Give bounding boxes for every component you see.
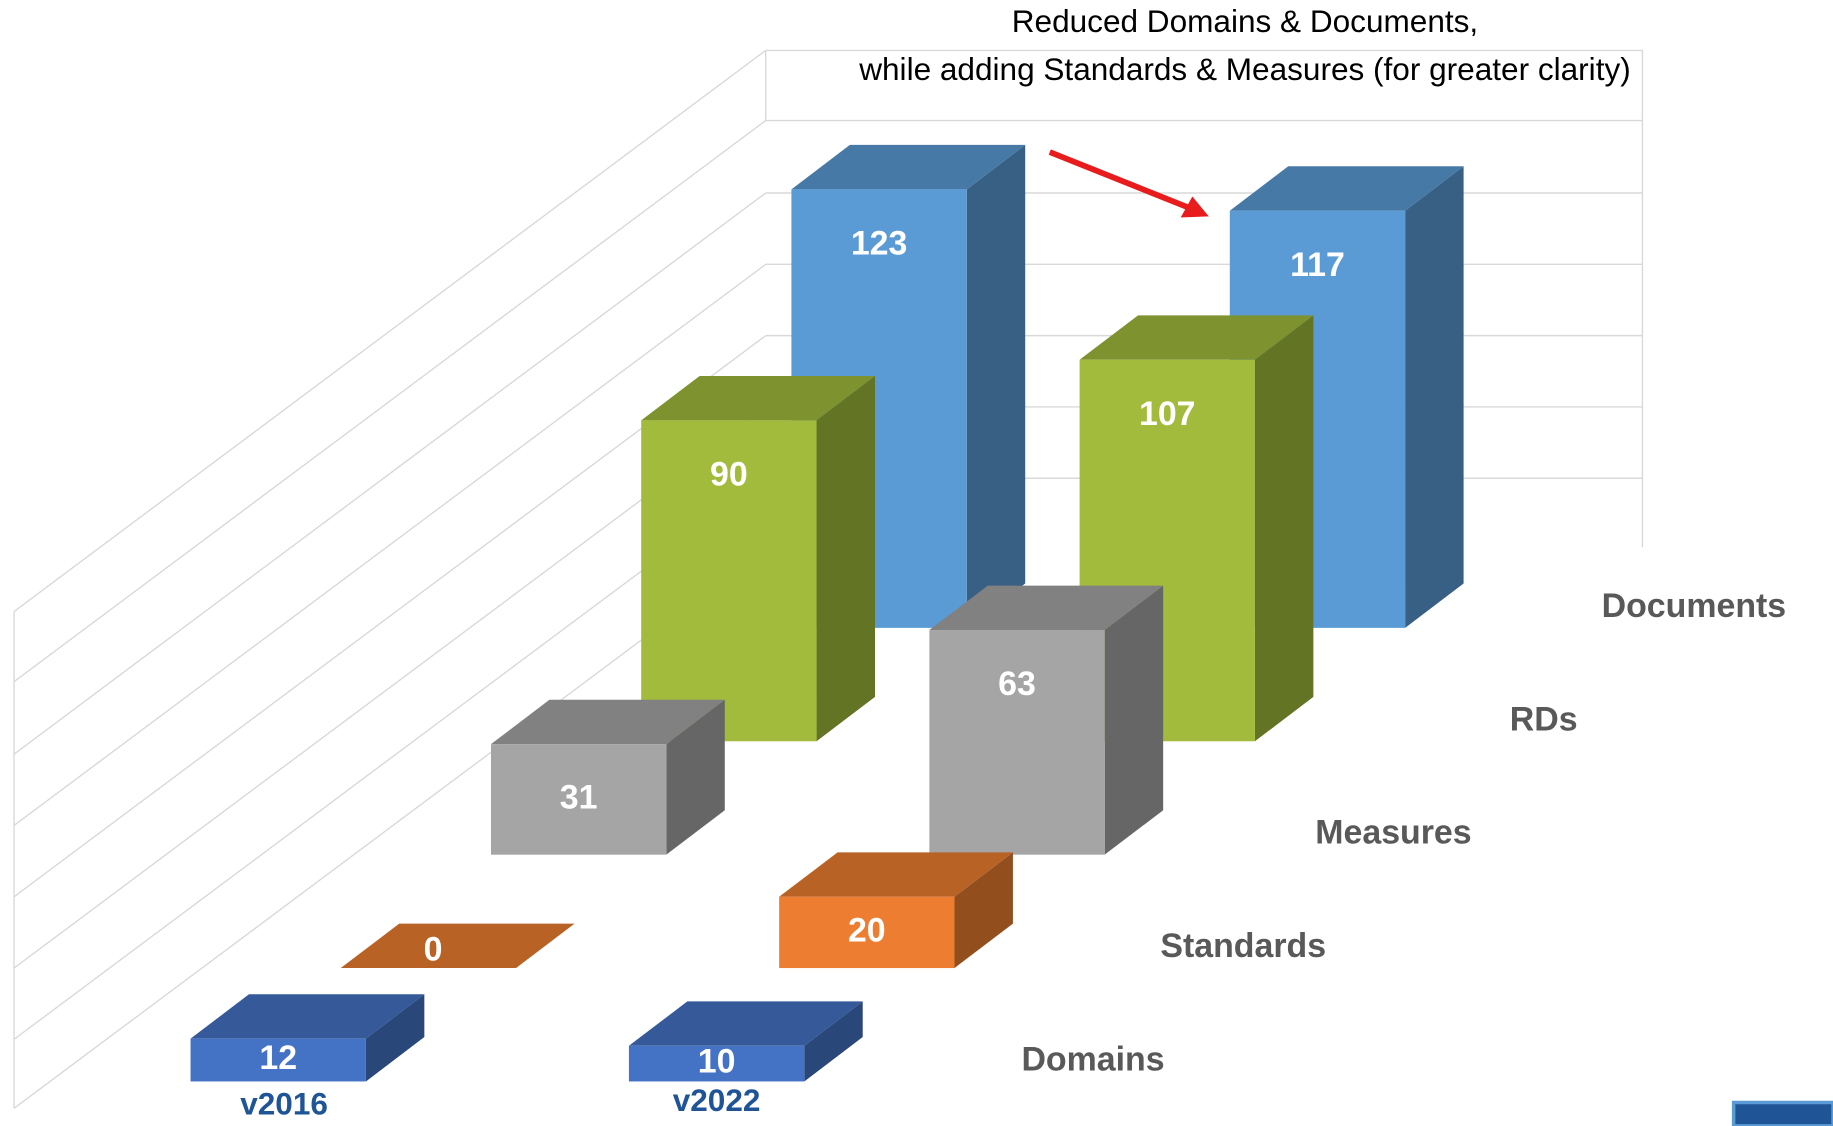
bar-top bbox=[628, 1001, 863, 1046]
bar-side bbox=[954, 852, 1013, 969]
value-label: 0 bbox=[424, 931, 443, 969]
bar-top bbox=[1229, 166, 1464, 211]
legend-label: Domains bbox=[1021, 1041, 1164, 1079]
legend-label: Standards bbox=[1160, 927, 1326, 965]
value-label: 90 bbox=[710, 455, 748, 493]
legend-label: Documents bbox=[1602, 587, 1787, 625]
bar-side bbox=[666, 699, 725, 855]
side-wall bbox=[13, 49, 767, 1109]
bar-side bbox=[365, 994, 425, 1082]
legend-label: Measures bbox=[1315, 814, 1471, 852]
corner-badge bbox=[1731, 1100, 1833, 1126]
bar-top bbox=[641, 375, 876, 421]
x-tick-label: v2016 bbox=[240, 1085, 328, 1121]
bar bbox=[779, 852, 1013, 969]
bar-front bbox=[190, 1038, 366, 1082]
bar bbox=[929, 585, 1164, 855]
legend-label: RDs bbox=[1510, 700, 1578, 738]
bar-front bbox=[628, 1045, 805, 1082]
bar-top bbox=[340, 923, 575, 969]
bar-side bbox=[816, 375, 876, 742]
bar-side bbox=[1254, 315, 1314, 742]
bar-top bbox=[929, 585, 1164, 631]
bars: 123 117 90 107 31 63 0 20 12 10 bbox=[190, 144, 1464, 1082]
bar-top bbox=[1079, 315, 1314, 360]
value-label: 63 bbox=[998, 665, 1036, 703]
bar-front bbox=[641, 420, 817, 742]
bar bbox=[190, 994, 425, 1082]
bar-side bbox=[1405, 166, 1464, 628]
value-label: 12 bbox=[259, 1039, 297, 1077]
bar-front bbox=[779, 896, 955, 969]
bar-front bbox=[929, 630, 1105, 855]
bar-top bbox=[190, 994, 425, 1039]
x-tick-label: v2022 bbox=[673, 1082, 761, 1118]
value-label: 20 bbox=[848, 911, 886, 949]
annotation: while adding Standards & Measures (for g… bbox=[858, 51, 1631, 87]
value-label: 123 bbox=[851, 224, 908, 262]
value-label: 107 bbox=[1139, 395, 1196, 433]
bar-side bbox=[804, 1001, 863, 1082]
value-label: 10 bbox=[698, 1043, 736, 1081]
bar bbox=[490, 699, 725, 855]
bar-side bbox=[1104, 585, 1164, 855]
bar-side bbox=[966, 144, 1026, 628]
bar-top bbox=[490, 699, 725, 745]
value-label: 117 bbox=[1290, 246, 1345, 284]
annotation: Reduced Domains & Documents, bbox=[1012, 3, 1478, 39]
bar bbox=[628, 1001, 863, 1082]
value-label: 31 bbox=[560, 778, 598, 816]
arrow-line bbox=[1048, 149, 1192, 211]
bar-top bbox=[779, 852, 1013, 897]
arrow-head bbox=[1180, 196, 1209, 218]
bar-top bbox=[791, 144, 1026, 190]
bar-front bbox=[490, 744, 667, 855]
bar bbox=[641, 375, 876, 742]
bar bbox=[340, 923, 575, 969]
